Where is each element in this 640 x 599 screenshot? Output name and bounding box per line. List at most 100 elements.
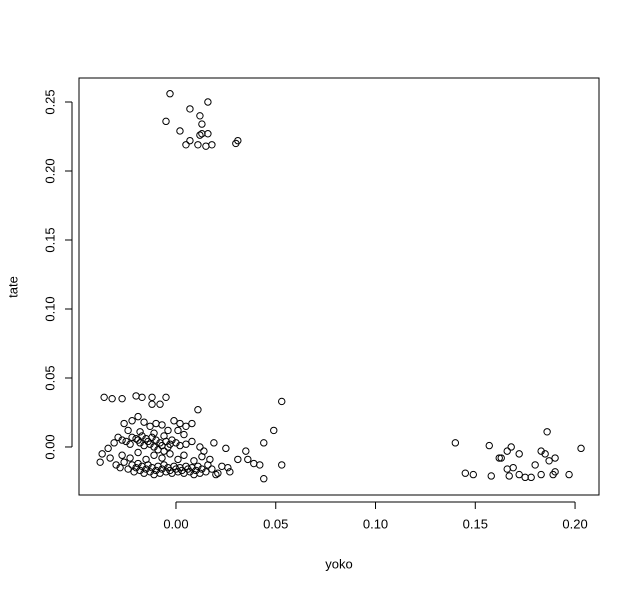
point xyxy=(487,472,495,480)
point xyxy=(202,142,210,150)
x-tick-label: 0.15 xyxy=(463,516,488,531)
x-tick-label: 0.00 xyxy=(163,516,188,531)
y-tick-label: 0.15 xyxy=(42,227,57,252)
y-tick-label: 0.10 xyxy=(42,296,57,321)
x-tick-label: 0.10 xyxy=(363,516,388,531)
point xyxy=(206,455,214,464)
point xyxy=(196,443,204,451)
point xyxy=(507,443,515,451)
point xyxy=(180,430,188,439)
point xyxy=(234,455,242,464)
point xyxy=(244,455,252,464)
point xyxy=(140,418,148,426)
point xyxy=(242,447,250,455)
point xyxy=(278,397,286,406)
point xyxy=(186,136,194,145)
point xyxy=(208,465,216,473)
point xyxy=(182,440,190,448)
point xyxy=(166,450,174,458)
point xyxy=(210,439,218,447)
point xyxy=(202,468,210,476)
point xyxy=(212,470,220,479)
point xyxy=(118,394,126,403)
point xyxy=(106,454,114,462)
point xyxy=(194,141,202,149)
point xyxy=(100,393,108,402)
point xyxy=(134,412,142,421)
point xyxy=(96,458,104,466)
point xyxy=(182,141,190,149)
point xyxy=(521,473,529,482)
point xyxy=(176,419,184,428)
point xyxy=(162,393,170,402)
point xyxy=(138,393,146,402)
point xyxy=(577,444,585,453)
point xyxy=(132,392,140,400)
point xyxy=(260,475,268,483)
point xyxy=(186,105,194,113)
point xyxy=(194,406,202,414)
point xyxy=(503,465,511,473)
point xyxy=(196,112,204,120)
point xyxy=(176,127,184,135)
point xyxy=(515,450,523,458)
point xyxy=(461,469,470,477)
point xyxy=(198,120,206,128)
point xyxy=(158,421,166,429)
point xyxy=(260,439,268,447)
point xyxy=(110,439,118,447)
point xyxy=(545,457,553,465)
point xyxy=(118,451,126,459)
point xyxy=(190,457,198,465)
point xyxy=(485,441,493,450)
point xyxy=(505,472,513,480)
point xyxy=(104,444,112,453)
point xyxy=(160,432,168,440)
point xyxy=(174,455,182,464)
point xyxy=(116,463,124,472)
point xyxy=(565,470,573,479)
point xyxy=(148,393,156,402)
point xyxy=(188,419,196,428)
x-tick-label: 0.20 xyxy=(562,516,587,531)
point xyxy=(256,461,264,469)
point xyxy=(537,470,545,479)
point xyxy=(551,454,559,462)
point xyxy=(156,400,164,408)
y-tick-label: 0.05 xyxy=(42,365,57,390)
y-tick-label: 0.00 xyxy=(42,434,57,459)
point xyxy=(531,461,539,469)
point xyxy=(196,131,204,139)
point xyxy=(198,452,206,461)
point xyxy=(170,417,178,425)
point xyxy=(134,448,142,457)
point xyxy=(232,139,240,148)
x-axis-title: yoko xyxy=(325,556,352,571)
point xyxy=(222,444,230,453)
point xyxy=(158,454,166,462)
point xyxy=(214,469,222,477)
point xyxy=(148,400,156,408)
point xyxy=(142,455,150,464)
point xyxy=(120,419,128,428)
point xyxy=(164,426,172,435)
y-tick-label: 0.25 xyxy=(42,89,57,114)
point xyxy=(132,435,140,443)
point xyxy=(124,465,132,473)
point xyxy=(180,451,188,459)
point xyxy=(270,426,278,435)
point xyxy=(278,461,286,469)
point xyxy=(541,450,549,458)
point xyxy=(150,429,158,437)
point xyxy=(551,468,559,476)
point xyxy=(126,440,134,448)
point xyxy=(503,447,511,455)
point xyxy=(118,436,126,444)
point xyxy=(495,454,503,462)
point xyxy=(218,462,226,470)
point xyxy=(136,428,144,436)
x-tick-label: 0.05 xyxy=(263,516,288,531)
point xyxy=(204,98,212,106)
point xyxy=(166,90,174,98)
